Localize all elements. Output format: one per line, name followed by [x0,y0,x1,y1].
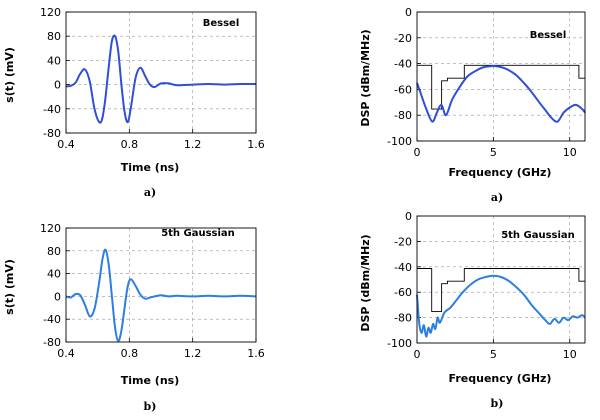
y-tick-label: 120 [40,222,61,235]
legend-label: 5th Gaussian [161,228,235,239]
y-tick-label: -20 [394,235,412,248]
y-tick-label: -20 [394,32,412,45]
bessel-spectrum-chart: Bessel Frequency (GHz) DSP (dBm/MHz) a) … [359,6,586,204]
x-tick-label: 0.8 [121,138,139,151]
y-tick-label: 0 [405,6,412,19]
panel-caption: a) [144,186,156,199]
signal-line [416,274,586,338]
x-tick-label: 1.6 [247,138,265,151]
grid [417,12,585,141]
y-axis-label: DSP (dBm/MHz) [359,29,372,126]
x-tick-label: 1.2 [184,347,202,360]
x-axis-label: Time (ns) [121,374,179,387]
panel-caption: a) [491,191,503,204]
ticks: 0 5 10 0 -20 -40 -60 -80 -100 [387,210,577,361]
gaussian-spectrum-chart: 5th Gaussian Frequency (GHz) DSP (dBm/MH… [359,210,586,410]
y-tick-label: -40 [43,103,61,116]
y-tick-label: 120 [40,6,61,19]
grid [66,12,256,133]
y-tick-label: -40 [43,313,61,326]
emission-mask-line [417,64,585,110]
y-tick-label: 0 [54,290,61,303]
plot-frame [65,11,257,134]
legend-label: Bessel [203,18,240,29]
y-tick-label: -80 [394,109,412,122]
y-tick-label: -40 [394,261,412,274]
y-tick-label: -80 [43,127,61,140]
y-tick-label: -40 [394,58,412,71]
x-tick-label: 1.2 [184,138,202,151]
x-tick-label: 0.4 [57,138,75,151]
x-tick-label: 10 [563,348,577,361]
x-tick-label: 10 [563,146,577,159]
grid [66,228,256,342]
x-axis-label: Frequency (GHz) [449,372,552,385]
x-axis-label: Frequency (GHz) [449,166,552,179]
y-tick-label: 80 [47,30,61,43]
y-tick-label: 40 [47,54,61,67]
y-tick-label: -80 [394,312,412,325]
x-tick-label: 0.4 [57,347,75,360]
panel-caption: b) [144,400,157,413]
x-axis-label: Time (ns) [121,161,179,174]
y-tick-label: 0 [54,79,61,92]
y-axis-label: s(t) (mV) [3,259,16,315]
y-axis-label: DSP (dBm/MHz) [359,234,372,331]
plot-frame [416,11,586,142]
y-tick-label: 40 [47,268,61,281]
y-tick-label: -60 [394,83,412,96]
ticks: 0.4 0.8 1.2 1.6 120 80 40 0 -40 -80 [40,6,265,151]
bessel-pulse-chart: Bessel Time (ns) s(t) (mV) a) 0.4 0.8 1.2 1… [3,6,265,199]
gaussian-pulse-chart: 5th Gaussian Time (ns) s(t) (mV) b) 0.4 0… [3,222,265,413]
x-tick-label: 0 [414,146,421,159]
ticks: 0.4 0.8 1.2 1.6 120 80 40 0 -40 -80 [40,222,265,360]
y-tick-label: -100 [387,337,412,350]
ticks: 0 5 10 0 -20 -40 -60 -80 -100 [387,6,577,159]
x-tick-label: 5 [490,146,497,159]
x-tick-label: 0 [414,348,421,361]
y-tick-label: 80 [47,245,61,258]
plot-frame [416,215,586,344]
signal-line [416,65,586,123]
emission-mask-line [417,268,585,313]
grid [417,216,585,343]
signal-line [65,248,257,342]
x-tick-label: 5 [490,348,497,361]
y-axis-label: s(t) (mV) [3,47,16,103]
legend-label: 5th Gaussian [501,230,575,241]
y-tick-label: -80 [43,336,61,349]
signal-line [65,34,257,124]
x-tick-label: 0.8 [121,347,139,360]
y-tick-label: -100 [387,135,412,148]
y-tick-label: -60 [394,286,412,299]
y-tick-label: 0 [405,210,412,223]
legend-label: Bessel [530,30,567,41]
x-tick-label: 1.6 [247,347,265,360]
plot-frame [65,227,257,343]
panel-caption: b) [491,397,504,410]
